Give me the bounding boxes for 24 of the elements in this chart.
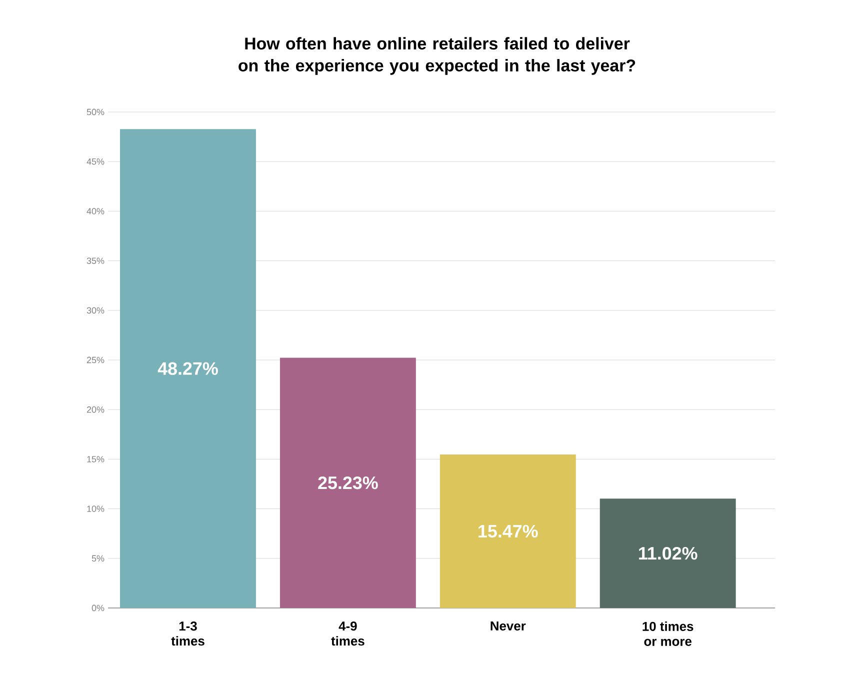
- y-tick-label: 20%: [86, 406, 104, 413]
- y-tick-label: 45%: [86, 158, 104, 165]
- y-tick-label: 30%: [86, 307, 104, 314]
- y-tick-label: 15%: [87, 456, 104, 462]
- x-tick-label: 10 times or more: [642, 622, 694, 646]
- bar: [120, 129, 256, 608]
- data-label: 15.47%: [478, 524, 538, 538]
- data-label: 25.23%: [318, 476, 378, 490]
- data-label: 48.27%: [158, 362, 218, 375]
- y-tick-label: 0%: [92, 604, 104, 612]
- y-tick-label: 50%: [86, 108, 104, 116]
- x-tick-label: Never: [490, 622, 526, 631]
- x-tick-label: 4-9 times: [331, 622, 364, 646]
- bar: [440, 454, 576, 608]
- bar: [280, 358, 416, 608]
- y-tick-label: 5%: [92, 555, 104, 562]
- y-tick-label: 10%: [87, 506, 104, 512]
- y-tick-label: 35%: [86, 258, 104, 264]
- y-tick-label: 25%: [86, 356, 104, 364]
- x-tick-label: 1-3 times: [171, 622, 204, 646]
- y-tick-label: 40%: [86, 208, 104, 214]
- chart-title: How often have online retailers failed to deliver on the experience you expected in the last year?: [238, 37, 636, 75]
- data-label: 11.02%: [639, 546, 698, 560]
- bar: [600, 498, 736, 608]
